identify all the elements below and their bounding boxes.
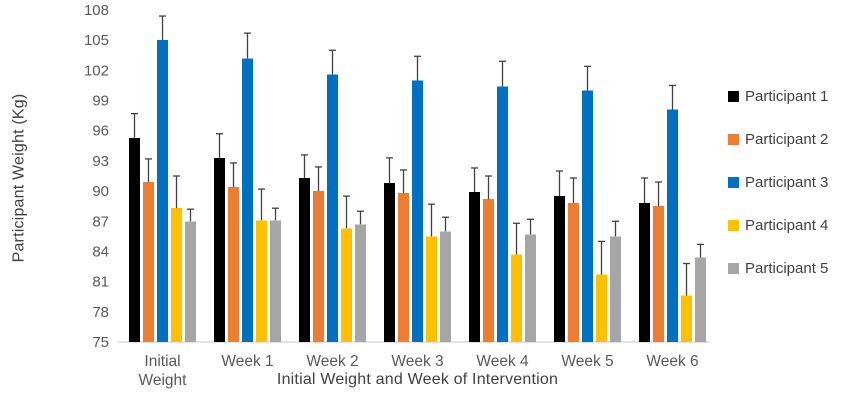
bar [242, 58, 253, 343]
bar [256, 220, 267, 342]
y-tick-label: 105 [84, 32, 109, 49]
x-category-label: Week 5 [561, 353, 613, 370]
bar [228, 187, 239, 342]
x-category-label: Week 4 [476, 353, 529, 370]
legend-label: Participant 1 [745, 87, 829, 105]
legend-item: Participant 2 [728, 130, 829, 148]
x-category-label: Week 2 [306, 353, 358, 370]
y-tick-label: 93 [92, 153, 109, 170]
bar [525, 234, 536, 342]
bar [667, 109, 678, 342]
legend-label: Participant 5 [745, 259, 829, 277]
bar [483, 199, 494, 342]
legend: Participant 1 Participant 2 Participant 3 P… [728, 87, 829, 277]
bar [681, 295, 692, 342]
bar [511, 254, 522, 342]
x-category-label: Weight [139, 372, 188, 389]
chart-svg: 75 78 81 84 87 90 93 96 99 102 105 108 Initial Weight… [84, 2, 710, 389]
bar [214, 157, 225, 342]
bar [384, 183, 395, 342]
y-tick-label: 102 [84, 62, 109, 79]
legend-swatch [728, 90, 739, 102]
bar [341, 228, 352, 342]
x-axis-title: Initial Weight and Week of Intervention [276, 371, 559, 388]
y-tick-label: 75 [92, 334, 109, 351]
bar [596, 274, 607, 342]
bar [270, 220, 281, 342]
bar [497, 86, 508, 343]
legend-label: Participant 3 [745, 173, 829, 191]
legend-item: Participant 4 [728, 216, 829, 234]
bar [440, 231, 451, 342]
bar [426, 236, 437, 342]
y-tick-label: 90 [92, 183, 109, 200]
legend-swatch [728, 262, 739, 274]
y-tick-label: 99 [92, 93, 109, 110]
y-tick-label: 108 [84, 2, 109, 19]
bar [398, 193, 409, 342]
y-tick-label: 84 [92, 243, 109, 260]
bar [327, 74, 338, 342]
legend-swatch [728, 176, 739, 188]
bar [157, 40, 168, 342]
bar [554, 196, 565, 342]
x-category-label: Week 1 [221, 353, 273, 370]
bar [639, 203, 650, 342]
legend-label: Participant 2 [745, 130, 829, 148]
x-category-label: Week 6 [646, 353, 698, 370]
y-tick-label: 81 [92, 274, 109, 291]
bar [610, 236, 621, 342]
y-tick-label: 78 [92, 304, 109, 321]
y-tick-label: 96 [92, 123, 109, 140]
x-category-label: Week 3 [391, 353, 443, 370]
bar [129, 137, 140, 342]
legend-item: Participant 3 [728, 173, 829, 191]
legend-swatch [728, 133, 739, 145]
legend-item: Participant 1 [728, 87, 829, 105]
bar [412, 80, 423, 342]
bar [143, 182, 154, 342]
bar [653, 206, 664, 342]
legend-swatch [728, 219, 739, 231]
bar [355, 224, 366, 342]
bar [568, 203, 579, 342]
plot-area: 75 78 81 84 87 90 93 96 99 102 105 108 Initial Weight… [84, 2, 710, 389]
bar [171, 208, 182, 342]
y-tick-label: 87 [92, 213, 109, 230]
legend-label: Participant 4 [745, 216, 829, 234]
legend-item: Participant 5 [728, 259, 829, 277]
bar [582, 90, 593, 342]
bar [313, 191, 324, 342]
bar [469, 192, 480, 342]
bar [299, 178, 310, 342]
bar [695, 257, 706, 342]
bar [185, 221, 196, 342]
x-category-label: Initial [144, 353, 180, 370]
